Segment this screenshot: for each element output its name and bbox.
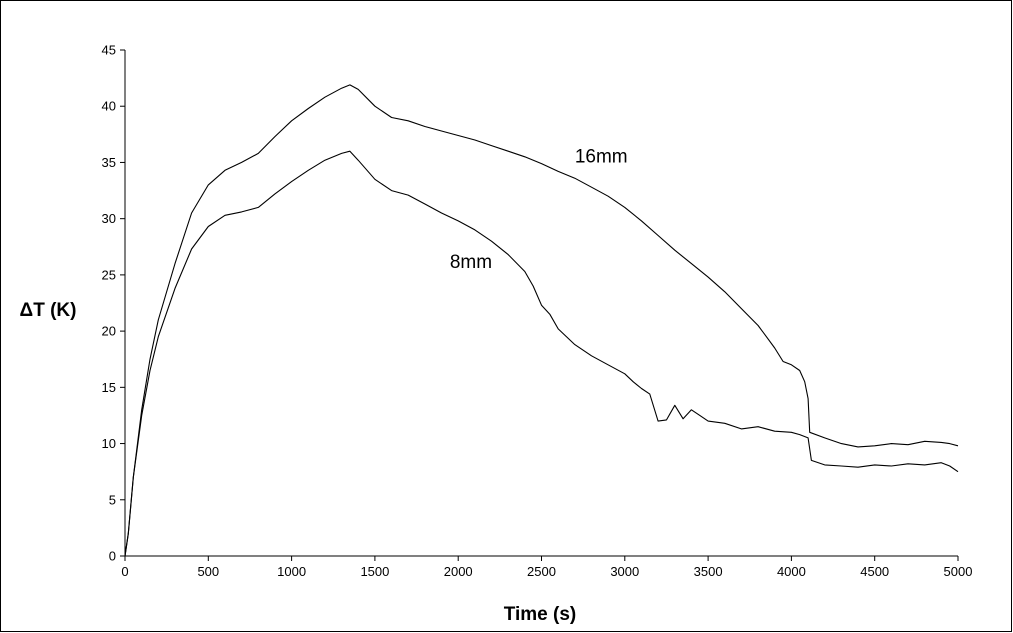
y-axis-title: ΔT (K): [20, 300, 77, 321]
x-tick-label: 4500: [860, 564, 889, 579]
x-axis: 0 500 1000 1500 2000 2500 3000 3500 4000 4500 5000: [121, 555, 973, 579]
y-tick-label: 15: [102, 380, 116, 395]
y-tick-label: 40: [102, 99, 116, 114]
series-group: 16mm 8mm: [124, 84, 959, 557]
y-tick-label: 30: [102, 211, 116, 226]
x-tick-label: 2500: [527, 564, 556, 579]
series-line-16mm: [124, 84, 959, 557]
y-tick-label: 10: [102, 436, 116, 451]
y-tick-label: 45: [102, 43, 116, 58]
series-line-8mm: [124, 150, 959, 557]
x-tick-label: 1000: [277, 564, 306, 579]
x-axis-title: Time (s): [504, 604, 577, 625]
x-tick-label: 5000: [944, 564, 973, 579]
x-tick-label: 500: [197, 564, 219, 579]
y-tick-label: 25: [102, 267, 116, 282]
y-tick-label: 5: [109, 492, 116, 507]
y-tick-label: 0: [109, 549, 116, 564]
x-tick-label: 4000: [777, 564, 806, 579]
x-tick-label: 2000: [444, 564, 473, 579]
x-tick-label: 3000: [610, 564, 639, 579]
x-tick-label: 3500: [694, 564, 723, 579]
y-axis: 0 5 10 15 20 25 30 35 40 45: [102, 43, 126, 564]
series-label-16mm: 16mm: [575, 146, 628, 167]
y-tick-label: 20: [102, 324, 116, 339]
x-tick-label: 0: [121, 564, 128, 579]
x-tick-label: 1500: [360, 564, 389, 579]
series-label-8mm: 8mm: [450, 252, 492, 273]
y-tick-label: 35: [102, 155, 116, 170]
